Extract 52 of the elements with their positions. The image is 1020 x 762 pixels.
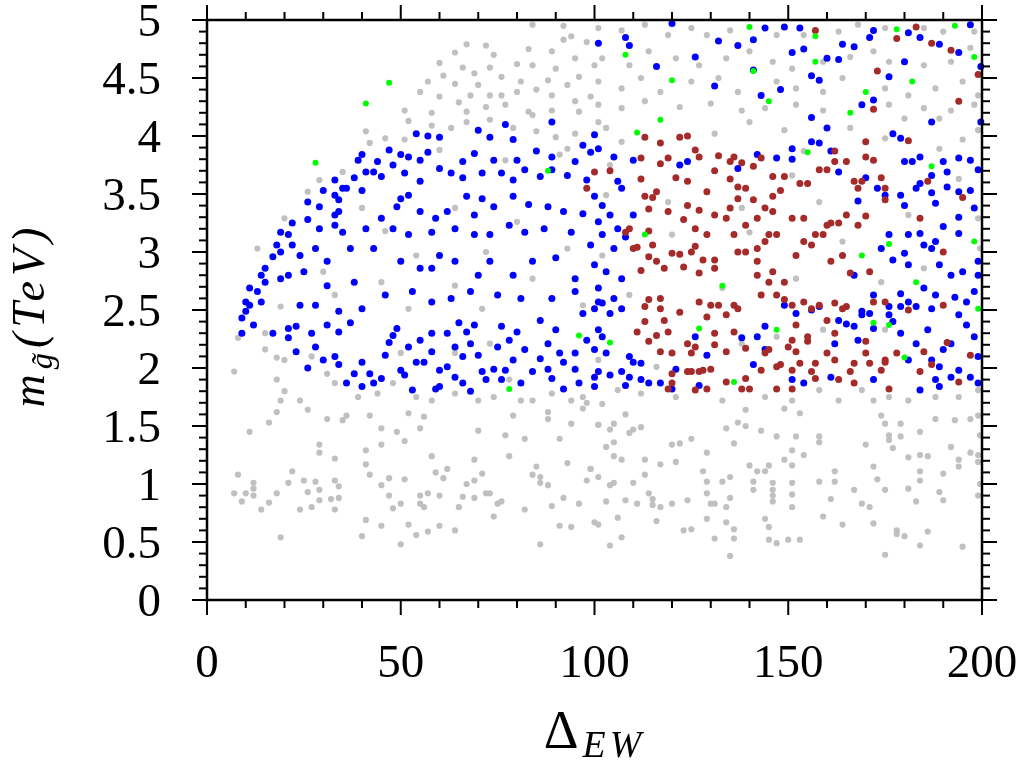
y-tick-label: 2 [137,342,161,394]
point [622,51,629,58]
point [971,238,978,245]
y-tick-label: 0.5 [102,516,161,568]
x-axis-title: Δ$_{EW}$ [543,700,646,762]
point [812,33,819,40]
point [913,279,920,286]
point [634,129,641,136]
y-tick-label: 1.5 [102,400,161,452]
point [886,322,892,329]
point [641,231,648,238]
point [886,240,892,247]
point [669,77,675,84]
point [362,100,369,107]
x-tick-label: 150 [753,635,824,687]
point [928,163,935,170]
x-tick-label: 0 [195,635,219,687]
point [765,98,772,105]
point [696,325,703,332]
point [746,23,753,30]
point [975,305,982,312]
point [386,79,393,86]
point [657,116,664,123]
y-tick-label: 1 [137,458,161,510]
point [607,339,613,346]
y-tick-label: 3 [137,226,161,278]
point [812,58,819,65]
point [847,109,854,116]
y-tick-label: 3.5 [102,168,161,220]
x-tick-label: 100 [559,635,630,687]
x-tick-label: 50 [377,635,425,687]
point [870,319,877,326]
point [858,252,865,259]
y-tick-label: 0 [137,574,161,626]
point [901,354,908,361]
point [506,385,513,392]
x-tick-label: 200 [946,635,1018,687]
point [731,378,737,385]
point [951,22,958,29]
point [804,149,811,156]
point [909,78,916,85]
point [893,26,900,33]
point [862,88,869,95]
y-tick-label: 4.5 [102,52,161,104]
point [971,54,978,61]
y-tick-label: 2.5 [102,284,161,336]
point [576,332,582,339]
y-tick-label: 5 [137,0,161,46]
point [773,326,780,333]
y-tick-label: 4 [137,110,161,162]
point [312,159,319,166]
point [545,167,551,174]
